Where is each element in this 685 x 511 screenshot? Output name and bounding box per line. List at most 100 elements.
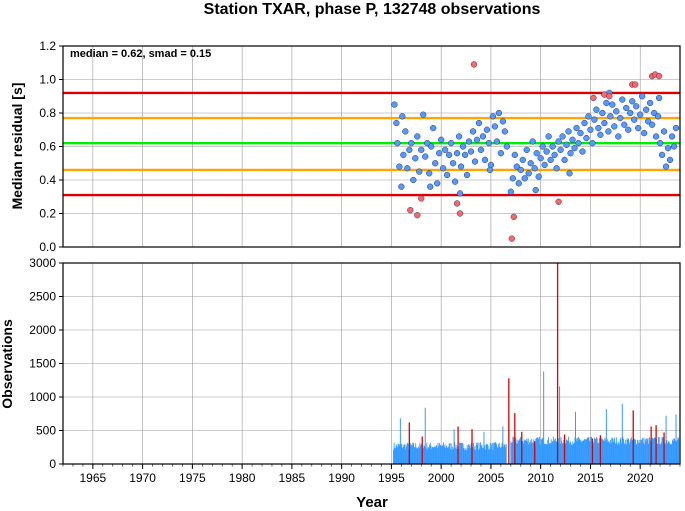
scatter-point [656, 140, 664, 147]
scatter-point [571, 145, 578, 152]
scatter-point [441, 146, 449, 154]
observations-bars [392, 263, 680, 464]
scatter-point [593, 106, 600, 113]
x-tick-label: 1970 [129, 471, 156, 485]
y-tick-label: 1500 [29, 357, 56, 371]
scatter-point [635, 124, 642, 132]
observations-panel: 0 500 1000 1500 2000 2500 3000 1965 1970 1975 198… [0, 256, 681, 511]
residual-panel: 0.0 0.2 0.4 0.6 0.8 1.0 1.2 median = 0.62, sma… [9, 39, 681, 254]
y-tick-label: 0.4 [39, 173, 56, 187]
x-axis-label: Year [356, 494, 388, 511]
scatter-point [410, 176, 417, 184]
residual-y-ticks: 0.0 0.2 0.4 0.6 0.8 1.0 1.2 [39, 39, 63, 254]
scatter-point [404, 165, 411, 172]
scatter-point [652, 133, 660, 140]
scatter-point [412, 155, 419, 162]
scatter-point [543, 148, 550, 155]
scatter-point [607, 113, 614, 120]
scatter-point [643, 106, 650, 113]
scatter-point [569, 136, 576, 143]
scatter-point [555, 198, 562, 205]
scatter-point [585, 113, 592, 120]
scatter-point [532, 186, 539, 194]
scatter-point [535, 173, 542, 180]
scatter-point [398, 183, 405, 190]
scatter-point [414, 133, 421, 140]
scatter-point [467, 148, 475, 155]
scatter-point [527, 160, 534, 167]
scatter-point [555, 138, 562, 145]
scatter-point [463, 171, 471, 179]
scatter-point [487, 161, 495, 169]
scatter-point [566, 170, 573, 177]
y-tick-label: 0.0 [39, 240, 56, 254]
scatter-point [609, 101, 616, 108]
scatter-point [402, 128, 409, 135]
scatter-point [581, 119, 588, 127]
scatter-point [455, 133, 463, 140]
scatter-point [567, 150, 574, 157]
scatter-point [517, 166, 524, 174]
scatter-point [557, 146, 564, 154]
scatter-point [443, 171, 451, 179]
scatter-point [432, 160, 439, 167]
scatter-point [625, 126, 632, 133]
scatter-point [391, 101, 398, 108]
x-tick-label: 1975 [179, 471, 206, 485]
scatter-point [408, 140, 415, 147]
y-tick-label: 1.0 [39, 73, 56, 87]
scatter-point [655, 94, 663, 102]
y-tick-label: 2000 [29, 323, 56, 337]
scatter-point [605, 128, 612, 135]
scatter-point [515, 180, 522, 187]
scatter-point [590, 94, 597, 102]
scatter-point [465, 138, 473, 145]
scatter-point [664, 145, 672, 152]
scatter-point [654, 113, 662, 120]
scatter-point [510, 213, 517, 221]
scatter-point [606, 93, 613, 100]
year-x-ticks: 1965 1970 1975 1980 1985 1990 1995 2000 2005 2010… [62, 464, 681, 485]
scatter-point [503, 143, 510, 150]
scatter-point [573, 124, 580, 132]
scatter-point [399, 113, 406, 120]
scatter-point [513, 163, 520, 170]
scatter-point [531, 165, 538, 172]
scatter-point [577, 129, 584, 137]
scatter-point [601, 119, 608, 127]
scatter-point [499, 118, 507, 125]
scatter-point [451, 178, 459, 185]
scatter-point [615, 133, 622, 140]
scatter-point [599, 109, 606, 117]
scatter-point [666, 156, 674, 164]
y-tick-label: 1.2 [39, 39, 56, 53]
chart-title: Station TXAR, phase P, 132748 observatio… [204, 1, 541, 18]
scatter-point [565, 128, 572, 135]
scatter-point [396, 163, 403, 170]
scatter-point [639, 93, 646, 100]
scatter-point [469, 128, 477, 135]
scatter-point [539, 143, 546, 150]
scatter-point [658, 151, 666, 159]
scatter-point [422, 153, 429, 160]
scatter-point [521, 175, 528, 182]
scatter-point [563, 141, 570, 148]
scatter-point [509, 175, 516, 182]
y-tick-label: 0 [49, 457, 56, 471]
scatter-point [507, 188, 514, 195]
scatter-point [414, 212, 421, 219]
scatter-point [457, 163, 465, 170]
scatter-point [662, 163, 670, 170]
scatter-point [637, 111, 644, 118]
scatter-point [511, 151, 518, 159]
scatter-point [445, 151, 453, 159]
scatter-point [541, 161, 548, 169]
scatter-point [583, 134, 590, 142]
x-tick-label: 1995 [378, 471, 405, 485]
scatter-point [485, 140, 493, 147]
observations-y-ticks: 0 500 1000 1500 2000 2500 3000 [29, 256, 63, 471]
x-tick-label: 2000 [428, 471, 455, 485]
scatter-point [579, 148, 586, 155]
scatter-point [479, 133, 487, 140]
scatter-point [672, 124, 680, 132]
